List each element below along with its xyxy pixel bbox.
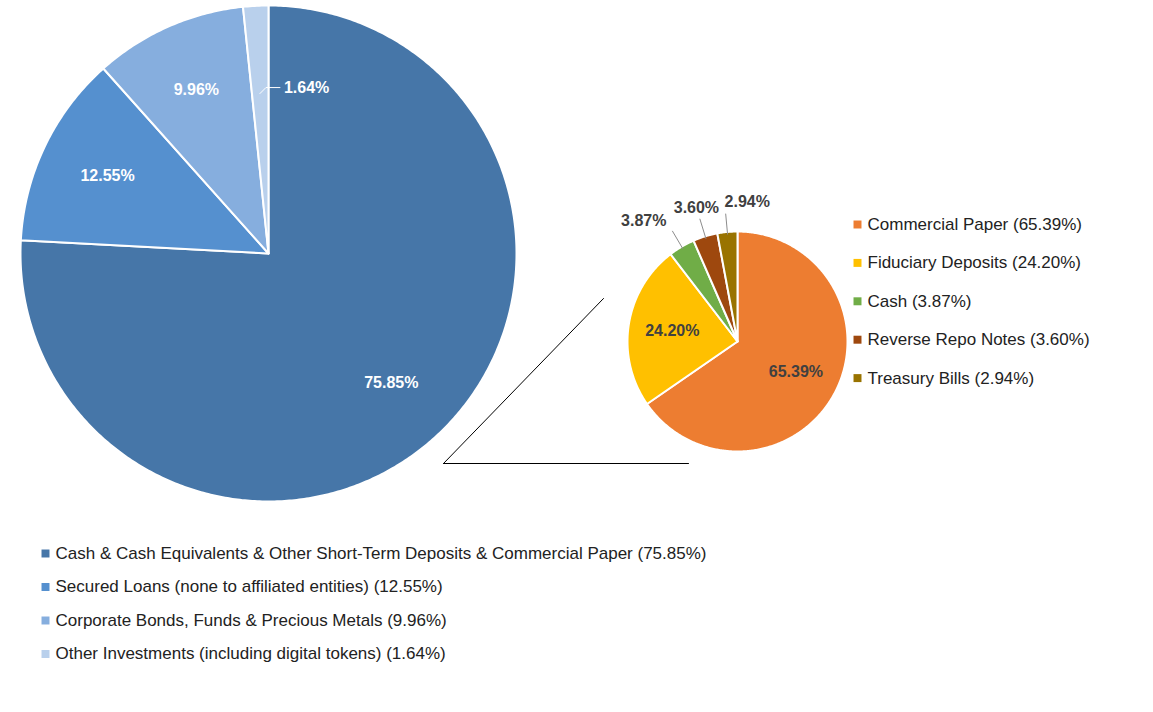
svg-text:3.60%: 3.60% <box>674 199 719 216</box>
svg-text:12.55%: 12.55% <box>80 167 134 184</box>
svg-text:Treasury Bills (2.94%): Treasury Bills (2.94%) <box>868 369 1035 388</box>
svg-text:1.64%: 1.64% <box>284 79 329 96</box>
svg-text:9.96%: 9.96% <box>174 81 219 98</box>
svg-text:65.39%: 65.39% <box>769 363 823 380</box>
svg-text:Cash & Cash Equivalents & Othe: Cash & Cash Equivalents & Other Short-Te… <box>56 544 707 563</box>
svg-text:Fiduciary Deposits (24.20%): Fiduciary Deposits (24.20%) <box>868 253 1082 272</box>
svg-text:3.87%: 3.87% <box>621 212 666 229</box>
svg-text:Secured Loans (none to affilia: Secured Loans (none to affiliated entiti… <box>56 577 443 596</box>
svg-text:24.20%: 24.20% <box>645 322 699 339</box>
svg-text:Reverse Repo Notes (3.60%): Reverse Repo Notes (3.60%) <box>868 330 1090 349</box>
svg-text:Other Investments (including d: Other Investments (including digital tok… <box>56 644 446 663</box>
svg-text:75.85%: 75.85% <box>364 374 418 391</box>
svg-text:Commercial Paper (65.39%): Commercial Paper (65.39%) <box>868 215 1082 234</box>
svg-text:Corporate Bonds, Funds & Preci: Corporate Bonds, Funds & Precious Metals… <box>56 611 447 630</box>
svg-text:2.94%: 2.94% <box>725 193 770 210</box>
svg-text:Cash (3.87%): Cash (3.87%) <box>868 292 972 311</box>
